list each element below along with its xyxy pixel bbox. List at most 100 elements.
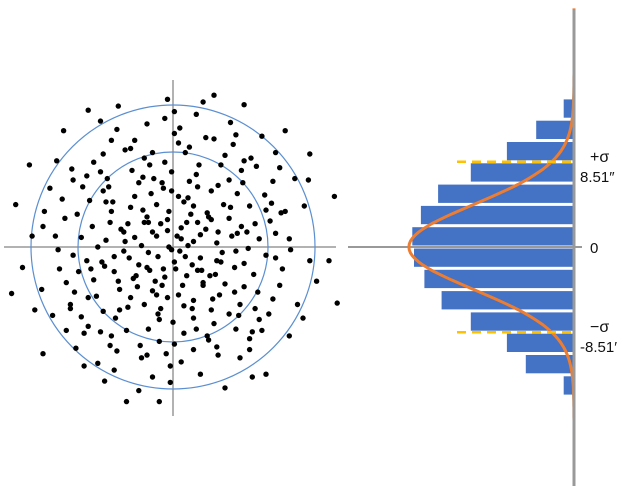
scatter-point <box>277 165 283 171</box>
scatter-point <box>149 374 156 380</box>
scatter-point <box>313 278 320 284</box>
scatter-point <box>199 267 205 273</box>
scatter-point <box>141 301 147 308</box>
scatter-point <box>80 184 86 190</box>
scatter-point <box>259 133 265 139</box>
scatter-point <box>167 379 173 386</box>
scatter-point <box>121 248 127 254</box>
scatter-point <box>40 351 46 357</box>
scatter-point <box>140 174 146 180</box>
scatter-point <box>162 274 168 280</box>
scatter-point <box>188 211 194 217</box>
scatter-point <box>227 119 234 126</box>
scatter-point <box>245 245 251 252</box>
scatter-point <box>95 360 101 366</box>
scatter-point <box>175 292 182 298</box>
histogram-bar <box>412 227 574 246</box>
scatter-point <box>256 316 262 323</box>
scatter-point <box>134 284 141 290</box>
scatter-point <box>132 137 138 143</box>
scatter-point <box>184 273 190 279</box>
scatter-point <box>256 236 262 242</box>
scatter-point <box>218 162 224 168</box>
scatter-point <box>210 296 216 302</box>
scatter-point <box>19 264 26 271</box>
scatter-point <box>149 288 156 294</box>
scatter-point <box>88 266 94 272</box>
scatter-point <box>200 279 206 286</box>
scatter-point <box>226 215 232 221</box>
scatter-point <box>156 338 162 345</box>
scatter-point <box>301 203 307 209</box>
scatter-point <box>59 196 65 202</box>
scatter-point <box>133 273 139 279</box>
scatter-point <box>212 271 219 278</box>
sigma-minus-symbol: −σ <box>590 319 609 336</box>
scatter-point <box>159 282 165 288</box>
scatter-point <box>205 337 212 343</box>
scatter-point <box>32 307 38 313</box>
scatter-point <box>249 329 255 335</box>
scatter-point <box>110 199 116 205</box>
scatter-point <box>54 158 60 164</box>
scatter-point <box>178 359 184 365</box>
scatter-point <box>55 247 61 253</box>
scatter-point <box>175 140 182 146</box>
scatter-point <box>189 305 195 312</box>
scatter-point <box>122 238 128 245</box>
scatter-point <box>41 208 48 215</box>
scatter-point <box>251 271 257 278</box>
scatter-point <box>8 290 15 297</box>
scatter-point <box>185 195 191 201</box>
scatter-point <box>74 211 80 217</box>
scatter-point <box>52 233 59 239</box>
scatter-point <box>163 351 169 357</box>
scatter-point <box>114 348 120 354</box>
scatter-point <box>197 232 204 238</box>
scatter-point <box>246 203 253 209</box>
histogram-bar <box>441 291 574 310</box>
scatter-point <box>233 132 239 138</box>
scatter-point <box>115 278 122 284</box>
scatter-point <box>107 219 113 226</box>
scatter-point <box>78 234 85 241</box>
scatter-point <box>307 151 313 157</box>
scatter-point <box>177 248 183 254</box>
scatter-point <box>222 385 228 391</box>
scatter-point <box>67 305 74 312</box>
scatter-point <box>246 336 253 342</box>
scatter-point <box>138 242 145 249</box>
scatter-point <box>167 363 173 369</box>
scatter-point <box>186 178 193 184</box>
scatter-point <box>270 296 276 302</box>
scatter-point <box>241 158 247 164</box>
scatter-point <box>85 294 91 301</box>
histogram-bar <box>470 163 574 182</box>
scatter-point <box>231 289 238 295</box>
scatter-point <box>233 326 239 332</box>
scatter-point <box>181 199 187 205</box>
scatter-point <box>155 311 161 317</box>
scatter-point <box>116 286 123 293</box>
scatter-point <box>100 308 106 314</box>
histogram-bar <box>563 376 574 395</box>
scatter-point <box>160 185 167 191</box>
scatter-point <box>70 177 76 183</box>
scatter-point <box>70 252 76 258</box>
scatter-point <box>63 279 69 286</box>
scatter-point <box>171 341 178 347</box>
histogram-bar <box>438 184 574 203</box>
scatter-point <box>252 305 258 312</box>
scatter-point <box>141 219 147 226</box>
scatter-point <box>108 208 115 215</box>
scatter-point <box>200 99 206 105</box>
scatter-point <box>193 171 199 178</box>
scatter-point <box>115 103 122 109</box>
scatter-point <box>56 266 63 272</box>
scatter-point <box>205 214 212 220</box>
scatter-point <box>95 244 101 250</box>
scatter-point <box>39 286 45 293</box>
scatter-point <box>234 230 240 236</box>
scatter-point <box>259 327 265 334</box>
scatter-point <box>177 125 183 131</box>
